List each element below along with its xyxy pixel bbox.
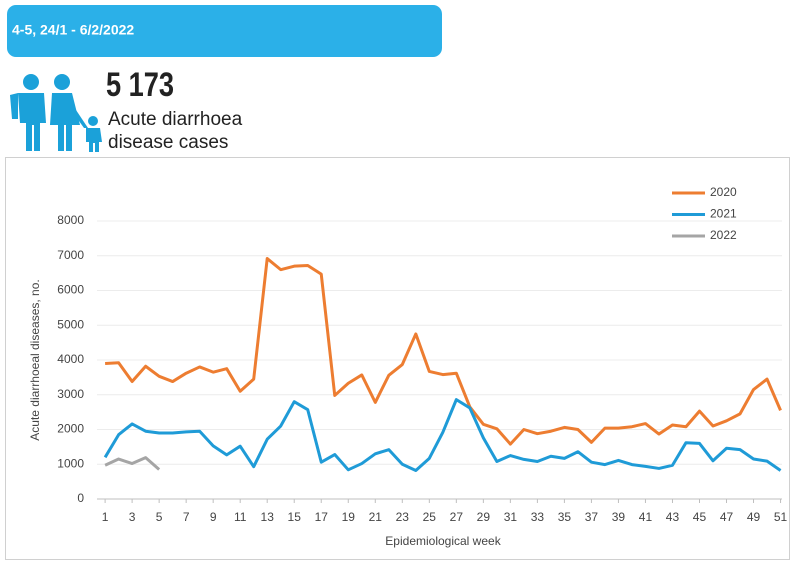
x-tick-label: 3 bbox=[129, 510, 136, 524]
y-tick-label: 7000 bbox=[57, 248, 84, 262]
x-tick-label: 17 bbox=[315, 510, 329, 524]
stat-label: Acute diarrhoea bbox=[108, 109, 243, 130]
x-tick-label: 51 bbox=[774, 510, 788, 524]
x-tick-label: 15 bbox=[288, 510, 302, 524]
x-tick-label: 35 bbox=[558, 510, 572, 524]
x-tick-label: 41 bbox=[639, 510, 653, 524]
series-line bbox=[103, 398, 782, 473]
x-tick-label: 13 bbox=[261, 510, 275, 524]
x-tick-label: 19 bbox=[342, 510, 356, 524]
x-tick-label: 31 bbox=[504, 510, 518, 524]
x-tick-label: 43 bbox=[666, 510, 680, 524]
y-tick-label: 5000 bbox=[57, 317, 84, 331]
x-tick-label: 1 bbox=[102, 510, 109, 524]
x-tick-label: 7 bbox=[183, 510, 190, 524]
x-tick-label: 33 bbox=[531, 510, 545, 524]
legend-label: 2021 bbox=[710, 207, 737, 221]
banner bbox=[7, 5, 442, 57]
legend-label: 2022 bbox=[710, 228, 737, 242]
y-tick-label: 1000 bbox=[57, 456, 84, 470]
x-tick-label: 23 bbox=[396, 510, 410, 524]
x-tick-label: 5 bbox=[156, 510, 163, 524]
banner-text: 4-5, 24/1 - 6/2/2022 bbox=[12, 22, 134, 38]
x-tick-label: 29 bbox=[477, 510, 491, 524]
x-tick-label: 11 bbox=[234, 510, 247, 524]
y-axis-title: Acute diarrhoeal diseases, no. bbox=[28, 279, 42, 440]
x-tick-label: 45 bbox=[693, 510, 707, 524]
x-tick-label: 27 bbox=[450, 510, 464, 524]
x-tick-label: 25 bbox=[423, 510, 437, 524]
x-axis-title: Epidemiological week bbox=[385, 534, 501, 548]
y-tick-label: 4000 bbox=[57, 352, 84, 366]
series-line bbox=[104, 456, 161, 471]
x-tick-label: 39 bbox=[612, 510, 626, 524]
x-tick-label: 37 bbox=[585, 510, 599, 524]
y-tick-label: 6000 bbox=[57, 283, 84, 297]
y-tick-label: 3000 bbox=[57, 387, 84, 401]
y-tick-label: 0 bbox=[77, 491, 84, 505]
series-line bbox=[105, 257, 782, 446]
legend-label: 2020 bbox=[710, 185, 737, 199]
x-tick-label: 21 bbox=[369, 510, 383, 524]
x-tick-label: 49 bbox=[747, 510, 761, 524]
stat-number: 5 173 bbox=[106, 65, 174, 104]
y-tick-label: 2000 bbox=[57, 422, 84, 436]
stat-label: disease cases bbox=[108, 132, 228, 153]
family-icon bbox=[10, 74, 102, 152]
x-tick-label: 9 bbox=[210, 510, 217, 524]
x-tick-label: 47 bbox=[720, 510, 734, 524]
y-tick-label: 8000 bbox=[57, 213, 84, 227]
